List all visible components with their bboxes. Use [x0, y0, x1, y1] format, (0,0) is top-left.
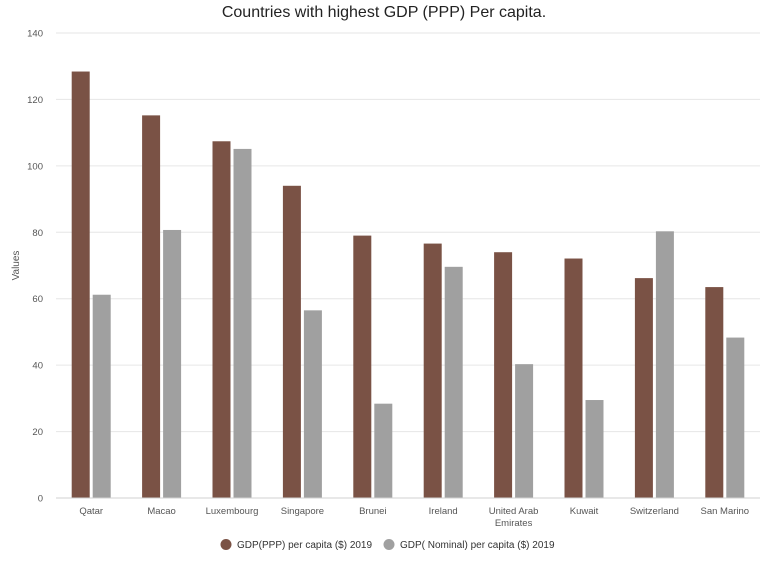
x-tick-label: Brunei — [359, 506, 386, 517]
x-tick-label: San Marino — [701, 506, 750, 517]
legend-label: GDP(PPP) per capita ($) 2019 — [237, 540, 372, 551]
y-tick-label: 80 — [32, 228, 43, 239]
y-tick-label: 20 — [32, 427, 43, 438]
bar-gdp-nominal — [374, 403, 393, 498]
bar-gdp-ppp — [212, 141, 231, 498]
x-tick-label: Luxembourg — [206, 506, 259, 517]
legend: GDP(PPP) per capita ($) 2019 GDP( Nominal… — [220, 539, 555, 551]
bar-gdp-nominal — [303, 310, 322, 498]
x-tick-label: Singapore — [281, 506, 324, 517]
grid-lines — [56, 32, 760, 433]
x-tick-label: Macao — [147, 506, 176, 517]
y-tick-label: 60 — [32, 294, 43, 305]
bar-gdp-ppp — [634, 278, 653, 498]
x-tick-label: Ireland — [429, 506, 458, 517]
legend-label: GDP( Nominal) per capita ($) 2019 — [400, 540, 555, 551]
y-axis-title: Values — [11, 251, 22, 281]
bar-gdp-ppp — [71, 71, 90, 499]
chart-title: Countries with highest GDP (PPP) Per cap… — [222, 4, 546, 21]
bar-gdp-nominal — [726, 337, 745, 498]
y-axis-ticks: 0 20 40 60 80 100 120 140 — [27, 29, 43, 505]
x-axis-ticks: Qatar Macao Luxembourg Singapore Brunei Irela… — [79, 506, 749, 529]
y-tick-label: 100 — [27, 161, 43, 172]
y-tick-label: 120 — [27, 95, 43, 106]
x-tick-label: Kuwait — [570, 506, 599, 517]
bar-gdp-ppp — [282, 185, 301, 499]
bar-gdp-ppp — [142, 115, 161, 498]
bar-gdp-nominal — [515, 364, 534, 498]
legend-marker — [220, 539, 232, 550]
x-tick-label: Switzerland — [630, 506, 679, 517]
x-tick-label: United Arab Emirates — [489, 506, 539, 529]
legend-marker — [383, 539, 395, 550]
bars — [71, 71, 745, 499]
bar-gdp-nominal — [585, 400, 604, 498]
bar-gdp-ppp — [353, 235, 372, 498]
x-tick-label: Qatar — [79, 506, 103, 517]
bar-gdp-ppp — [564, 258, 583, 498]
bar-gdp-ppp — [423, 243, 442, 498]
bar-gdp-nominal — [92, 294, 111, 498]
y-tick-label: 140 — [27, 29, 43, 40]
y-tick-label: 40 — [32, 361, 43, 372]
bar-gdp-nominal — [233, 148, 252, 499]
bar-gdp-ppp — [494, 252, 513, 498]
bar-gdp-nominal — [163, 229, 182, 499]
y-tick-label: 0 — [38, 494, 43, 505]
bar-gdp-nominal — [655, 231, 674, 498]
bar-gdp-nominal — [444, 266, 463, 498]
bar-gdp-ppp — [705, 287, 724, 498]
